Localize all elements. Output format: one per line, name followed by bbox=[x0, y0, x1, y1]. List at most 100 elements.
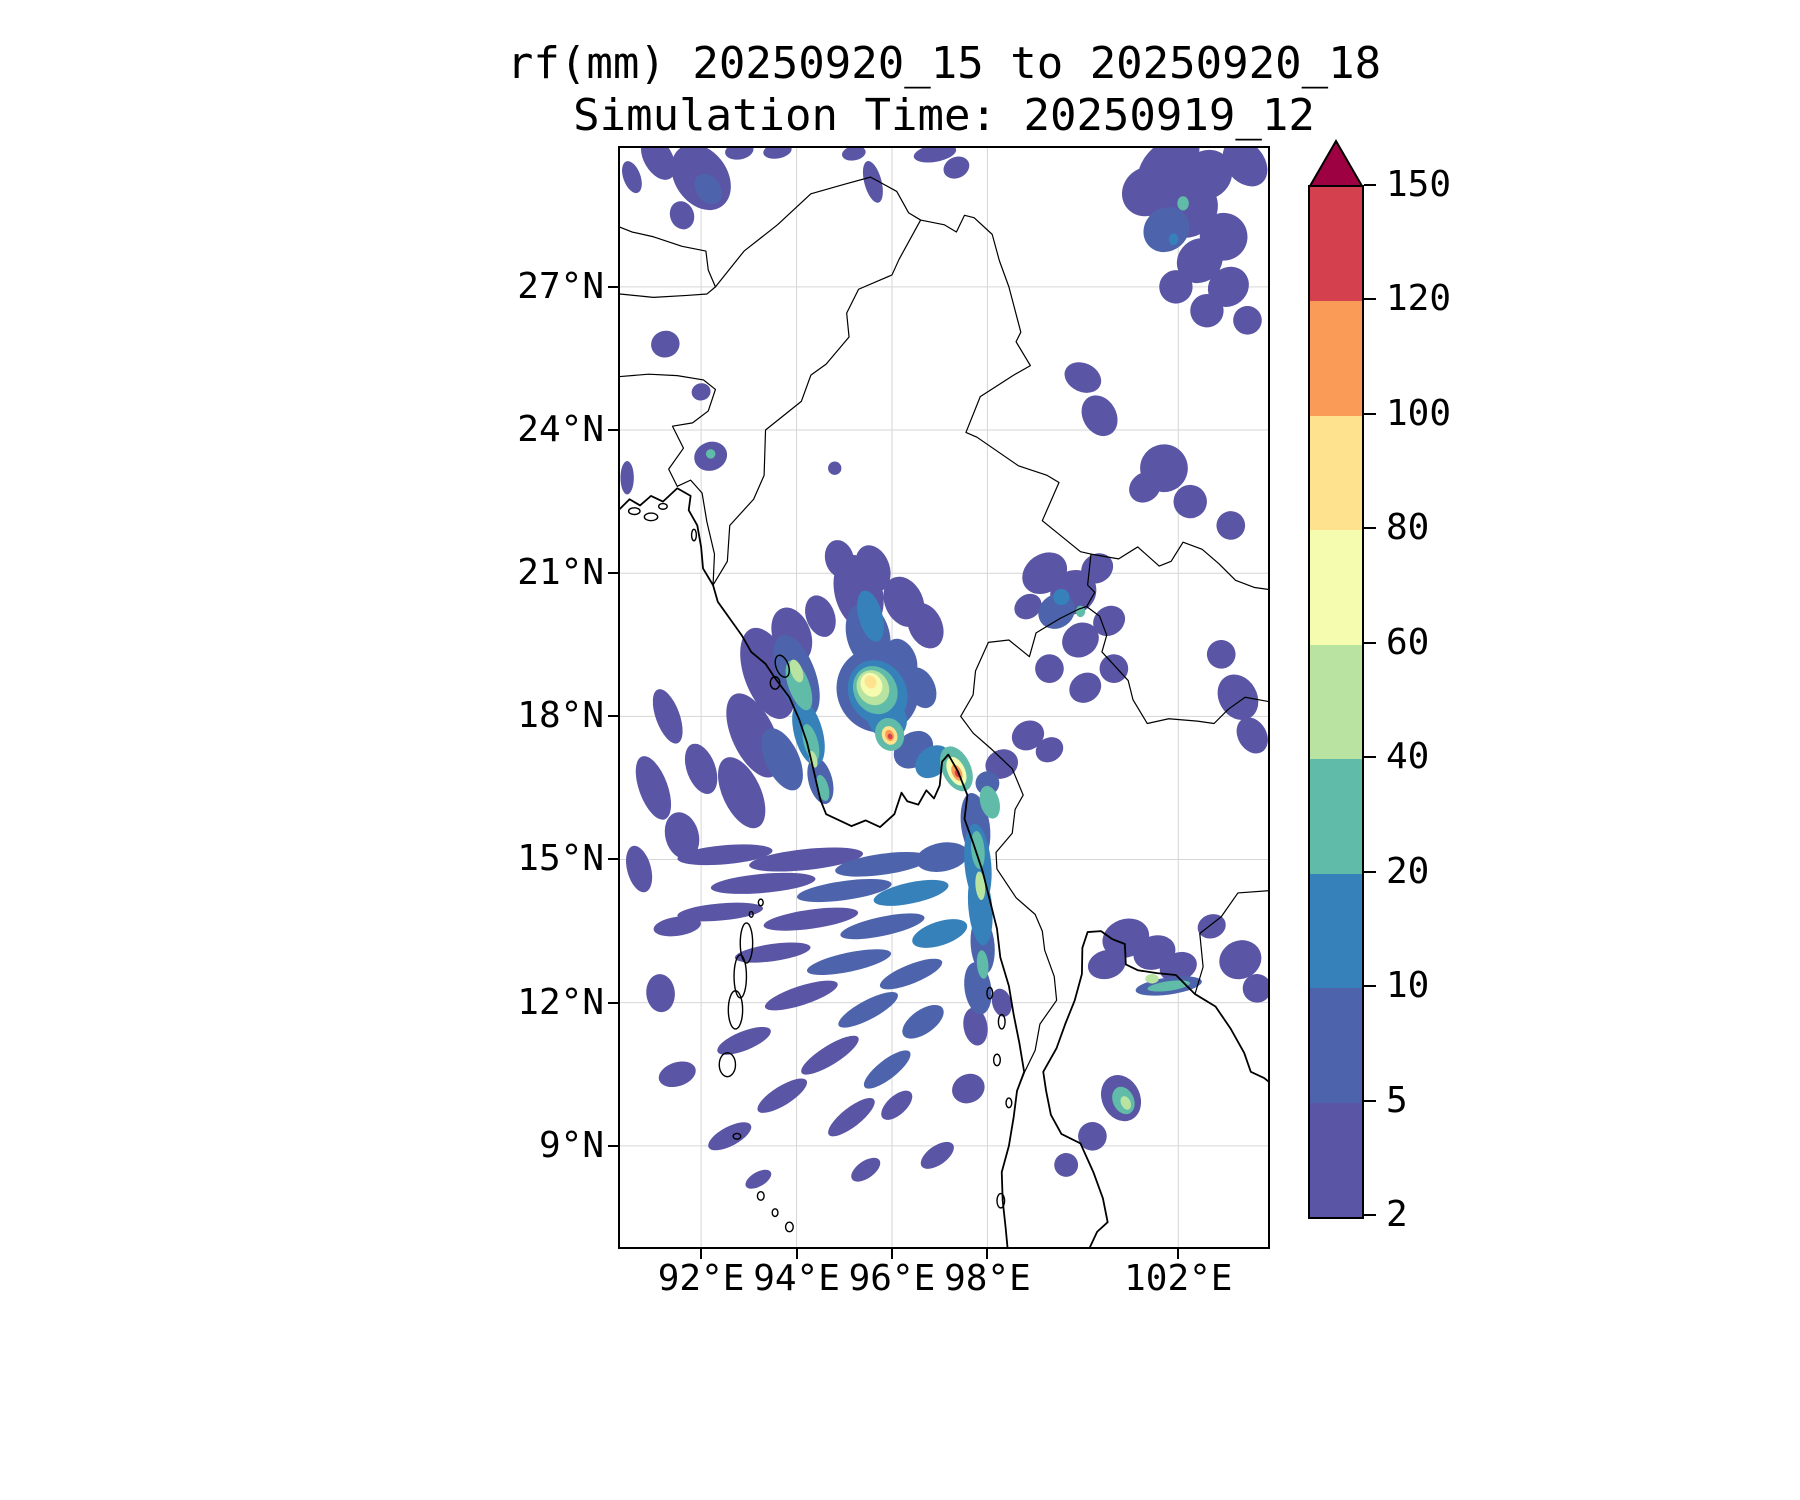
rain-cell bbox=[1168, 233, 1179, 245]
rain-cell bbox=[1177, 196, 1189, 211]
rain-cell bbox=[824, 540, 855, 578]
rain-cell bbox=[887, 733, 893, 740]
rain-cell bbox=[1087, 949, 1126, 980]
rain-cell bbox=[855, 545, 891, 592]
x-tick-label: 102°E bbox=[1124, 1258, 1233, 1299]
colorbar-tick-label: 10 bbox=[1386, 965, 1430, 1007]
rain-cell bbox=[1099, 654, 1129, 683]
axis-tick-mark bbox=[608, 285, 618, 288]
rain-cell bbox=[1062, 622, 1099, 658]
colorbar-segment bbox=[1310, 415, 1362, 531]
rain-cell bbox=[952, 1073, 985, 1104]
rain-cell bbox=[1064, 362, 1102, 393]
rain-cell bbox=[863, 1050, 911, 1089]
colorbar-tick-label: 150 bbox=[1386, 164, 1452, 205]
rain-cell bbox=[828, 461, 842, 475]
rain-cell bbox=[620, 461, 634, 495]
rain-cell bbox=[976, 950, 989, 979]
rain-cell bbox=[975, 871, 986, 901]
colorbar-segment bbox=[1310, 187, 1362, 302]
colorbar bbox=[1308, 185, 1364, 1219]
rain-cell bbox=[646, 974, 675, 1013]
rain-cell bbox=[708, 1122, 752, 1151]
y-tick-label: 27°N bbox=[517, 265, 604, 307]
rain-cell bbox=[1120, 1096, 1132, 1110]
rain-cell bbox=[971, 830, 985, 869]
rain-cell bbox=[757, 1078, 808, 1113]
y-tick-label: 9°N bbox=[538, 1124, 604, 1166]
rain-cell bbox=[835, 851, 930, 877]
rain-cell bbox=[1233, 305, 1262, 335]
rain-cell bbox=[912, 919, 968, 948]
rain-cell bbox=[1147, 980, 1191, 992]
x-tick-label: 98°E bbox=[944, 1258, 1031, 1299]
colorbar-tick-mark bbox=[1364, 756, 1376, 759]
border-china-laos bbox=[1091, 542, 1268, 590]
axis-tick-mark bbox=[608, 572, 618, 575]
coastline-gulf-of-thailand bbox=[1043, 931, 1268, 1247]
rain-cell bbox=[640, 148, 676, 180]
rain-cell bbox=[1011, 720, 1045, 751]
rain-cell bbox=[1176, 238, 1223, 284]
rain-cell bbox=[920, 1141, 954, 1169]
rain-cell bbox=[1216, 511, 1246, 540]
axis-tick-mark bbox=[608, 715, 618, 718]
rain-cell bbox=[1069, 672, 1102, 703]
colorbar-tick-label: 2 bbox=[1386, 1194, 1408, 1235]
rain-cell bbox=[796, 878, 892, 903]
rain-cell bbox=[626, 845, 653, 893]
rain-cell bbox=[1035, 737, 1064, 763]
rain-cell bbox=[658, 1061, 696, 1088]
x-tick-label: 96°E bbox=[848, 1258, 936, 1299]
rain-cell bbox=[684, 743, 718, 794]
rain-cell bbox=[991, 988, 1012, 1017]
colorbar-segment bbox=[1310, 987, 1362, 1103]
rain-cell bbox=[1222, 148, 1268, 187]
rain-cell bbox=[1206, 639, 1236, 669]
rain-cell bbox=[828, 1098, 875, 1137]
rainfall-map bbox=[620, 148, 1268, 1247]
rain-cell bbox=[1054, 1152, 1079, 1177]
rain-cell bbox=[1159, 270, 1193, 304]
colorbar-tick-mark bbox=[1364, 1099, 1376, 1102]
colorbar-segment bbox=[1310, 1101, 1362, 1217]
rain-cell bbox=[1053, 588, 1070, 606]
axis-tick-mark bbox=[986, 1249, 989, 1259]
plot-title: rf(mm) 20250920_15 to 20250920_18 bbox=[506, 38, 1382, 89]
rain-cell bbox=[745, 1169, 772, 1189]
colorbar-segment bbox=[1310, 873, 1362, 989]
rain-cell bbox=[635, 756, 672, 820]
rain-cell bbox=[653, 916, 701, 937]
rain-cell bbox=[789, 659, 804, 683]
rain-cell bbox=[881, 1090, 913, 1120]
colorbar-tick-mark bbox=[1364, 985, 1376, 988]
coastline-bay-of-bengal bbox=[620, 488, 1024, 1247]
colorbar-tick-mark bbox=[1364, 412, 1376, 415]
rain-cell bbox=[913, 148, 957, 163]
colorbar-tick-label: 120 bbox=[1386, 278, 1452, 320]
colorbar-tick-mark bbox=[1364, 298, 1376, 301]
colorbar-tick-label: 40 bbox=[1386, 736, 1430, 778]
rain-cell bbox=[805, 595, 836, 637]
rain-cell bbox=[1093, 605, 1126, 637]
axis-tick-mark bbox=[890, 1249, 893, 1259]
rain-cell bbox=[1078, 1121, 1107, 1151]
axis-tick-mark bbox=[1177, 1249, 1180, 1259]
rain-cell bbox=[842, 148, 866, 161]
y-tick-label: 15°N bbox=[517, 838, 604, 880]
plot-subtitle: Simulation Time: 20250919_12 bbox=[573, 90, 1315, 141]
colorbar-tick-label: 5 bbox=[1386, 1079, 1408, 1121]
rain-cell bbox=[985, 749, 1019, 779]
colorbar-tick-mark bbox=[1364, 184, 1376, 186]
rain-cell bbox=[1242, 974, 1268, 1003]
rain-cell bbox=[725, 148, 754, 160]
coastlines-borders bbox=[620, 177, 1268, 1247]
rain-cell bbox=[710, 872, 816, 894]
colorbar-segment bbox=[1310, 758, 1362, 874]
rain-cell bbox=[1145, 974, 1159, 984]
border-bhutan bbox=[620, 227, 715, 297]
map-axes bbox=[618, 146, 1270, 1249]
colorbar-tick-label: 100 bbox=[1386, 392, 1452, 434]
rain-cell bbox=[851, 1157, 881, 1182]
rain-cell bbox=[717, 1026, 771, 1055]
